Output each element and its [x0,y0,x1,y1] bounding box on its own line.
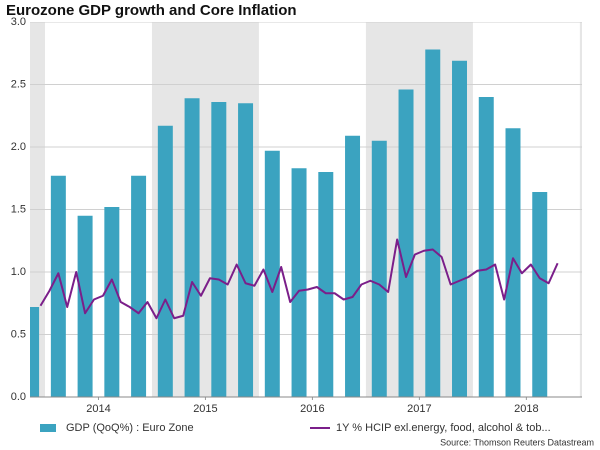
bar [532,192,548,397]
x-tick-label: 2016 [300,403,324,415]
y-tick-label: 1.0 [11,266,26,278]
bar [211,102,227,397]
bar [30,307,40,397]
plot-area [30,22,582,397]
legend-swatch [40,424,56,432]
bar [398,89,414,397]
bar [184,98,200,397]
x-tick-label: 2014 [86,403,110,415]
bar [104,207,120,397]
y-tick-label: 3.0 [11,16,26,28]
bar [50,175,66,397]
bar [264,150,280,397]
chart-title: Eurozone GDP growth and Core Inflation [6,2,297,19]
bar [238,103,254,397]
legend-label: 1Y % HCIP exl.energy, food, alcohol & to… [336,422,551,434]
bar [452,60,467,397]
y-tick-label: 0.5 [11,328,26,340]
x-tick-label: 2015 [193,403,217,415]
y-tick-label: 1.5 [11,203,26,215]
bar [291,168,307,397]
line [39,238,559,320]
x-tick-label: 2018 [514,403,538,415]
source-note: Source: Thomson Reuters Datastream [440,437,594,447]
legend-label: GDP (QoQ%) : Euro Zone [66,422,194,434]
bar [77,215,93,397]
bar [345,135,361,397]
bar [425,49,441,397]
x-tick-label: 2017 [407,403,431,415]
bar [131,175,147,397]
bar [318,172,334,397]
bar [478,97,494,397]
y-tick-label: 0.0 [11,391,26,403]
bar [157,125,173,397]
bar [371,140,387,397]
y-tick-label: 2.5 [11,78,26,90]
y-tick-label: 2.0 [11,141,26,153]
